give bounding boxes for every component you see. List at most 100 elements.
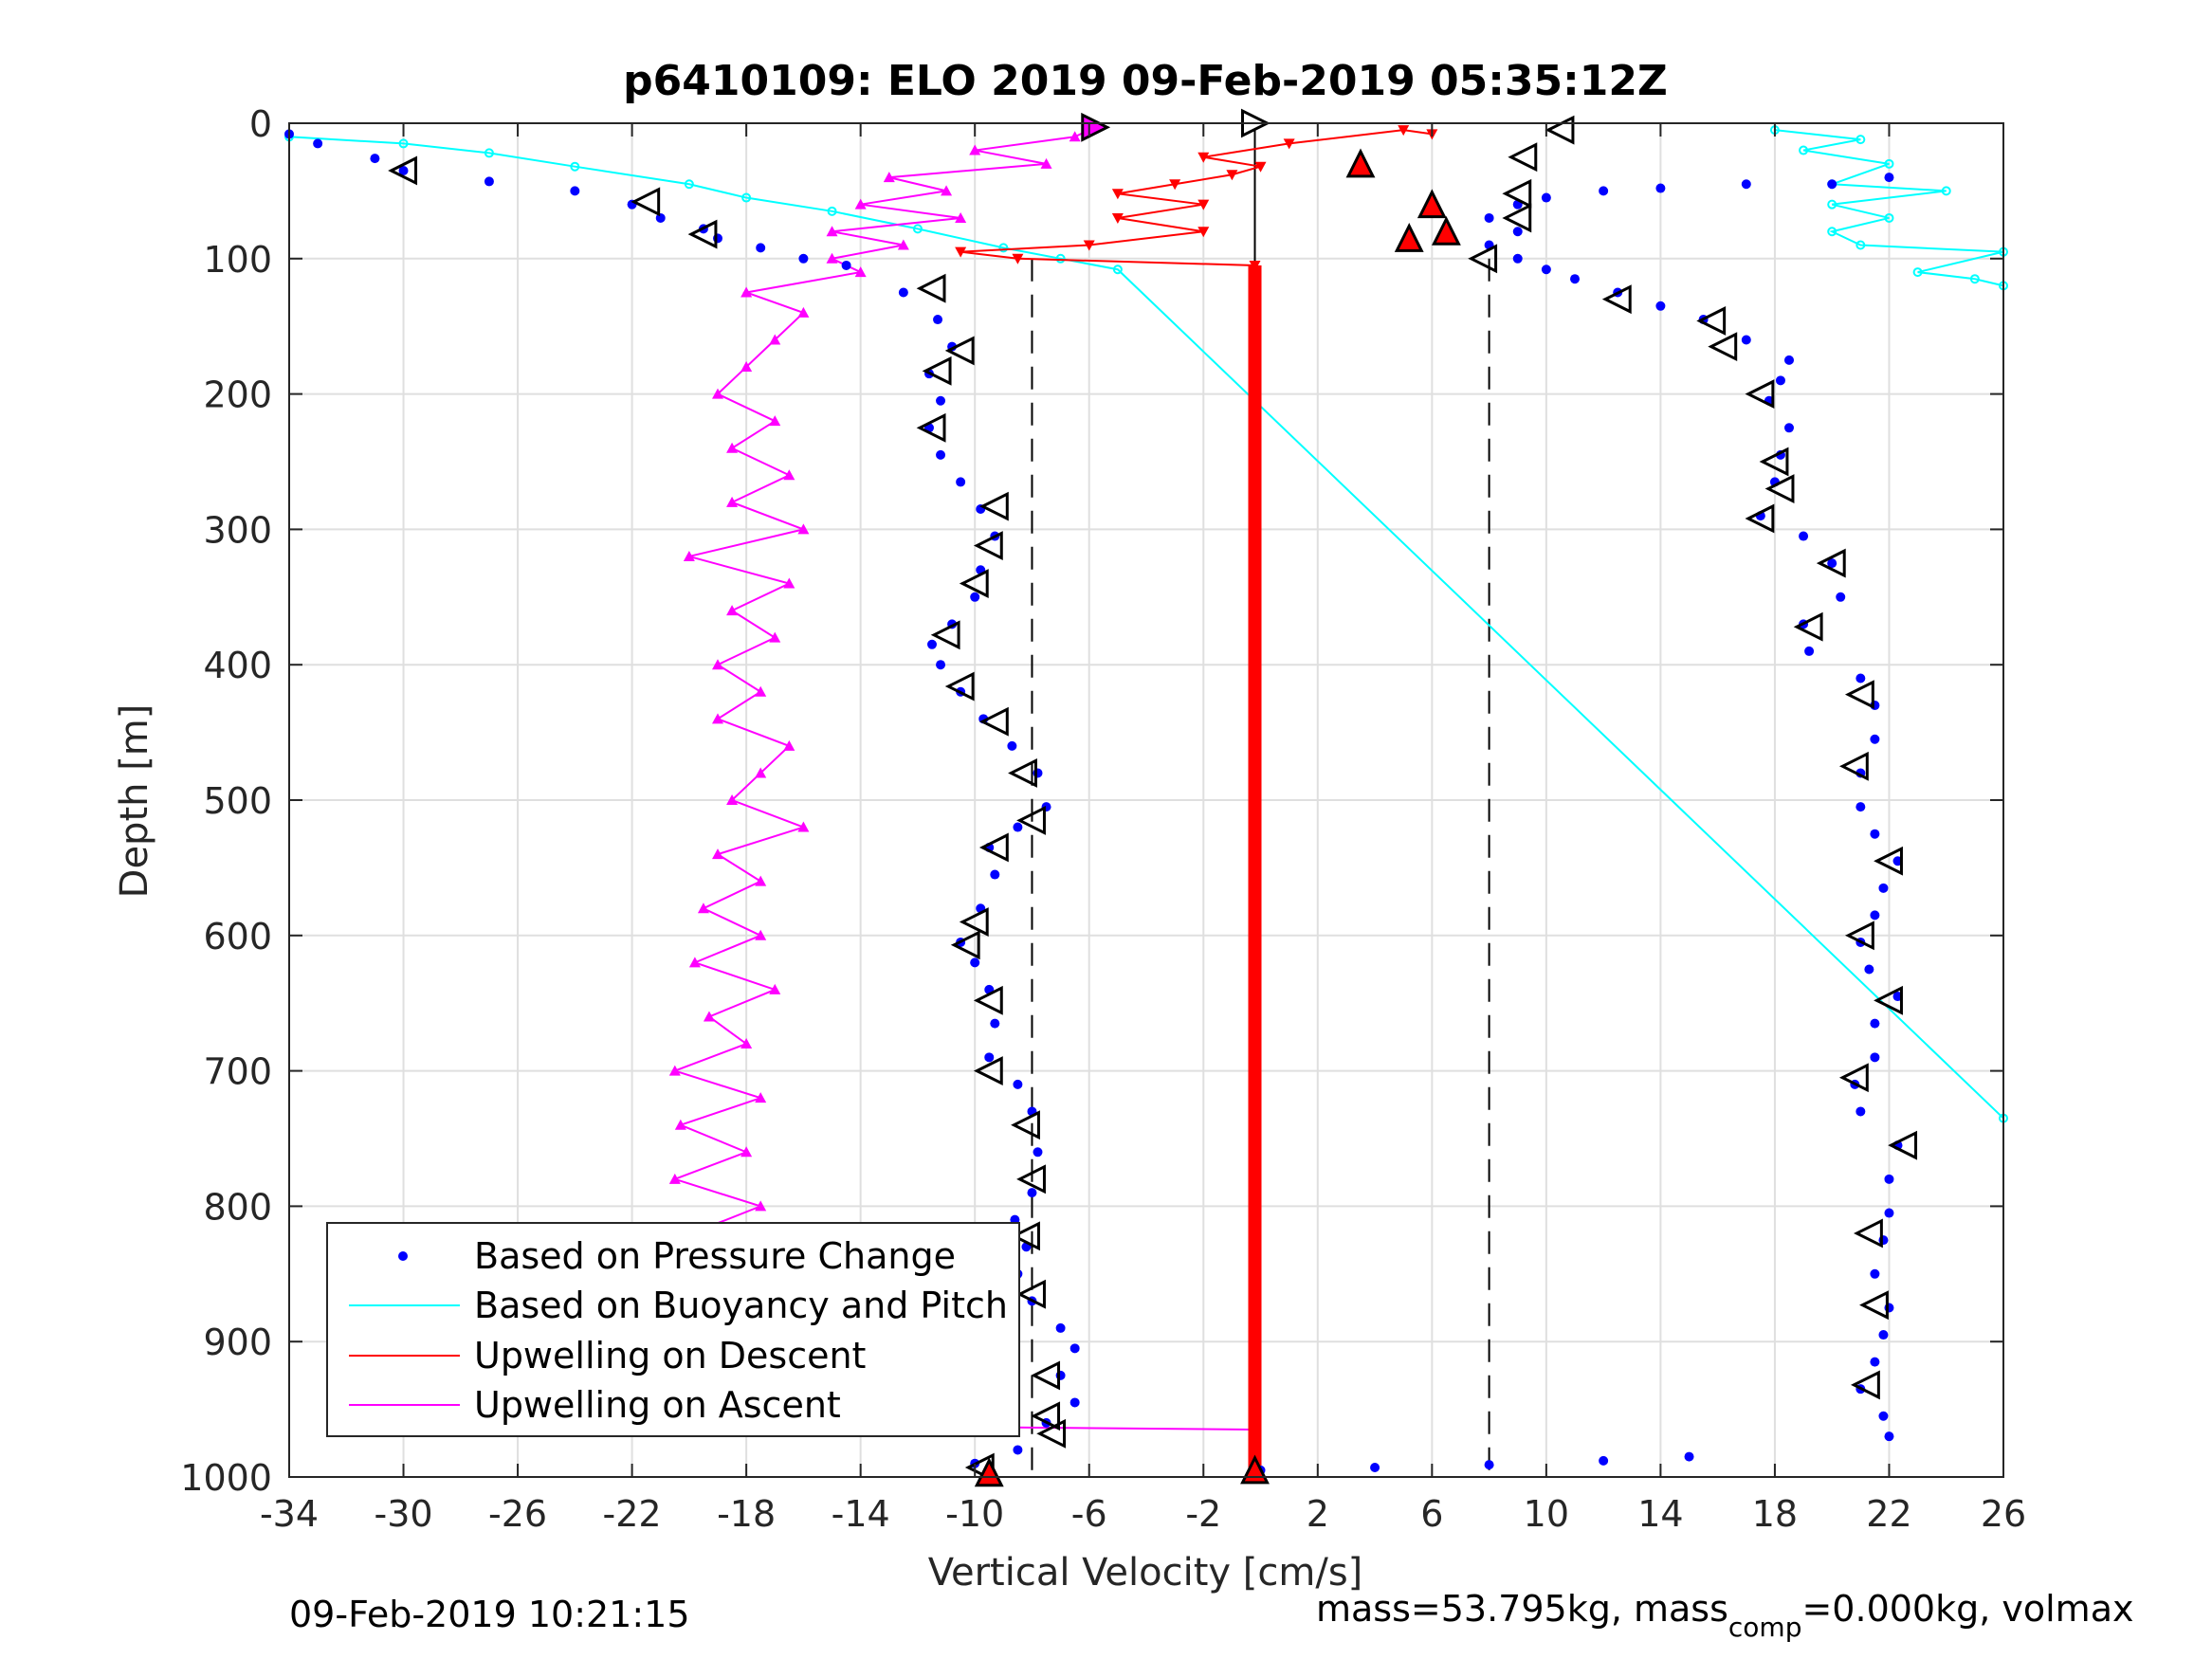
left-triangle-marker	[1011, 1110, 1040, 1140]
ascent-point	[755, 929, 767, 940]
left-triangle-marker	[1696, 306, 1727, 336]
left-triangle-marker	[973, 531, 1003, 560]
descent-point	[1197, 227, 1210, 238]
pressure-point	[1884, 1431, 1894, 1442]
pressure-point	[1512, 227, 1523, 237]
triangle-markers	[388, 108, 1918, 1487]
pressure-point	[1684, 1451, 1694, 1462]
buoyancy-point	[684, 179, 694, 190]
ascent-point	[854, 266, 867, 278]
left-triangle-marker	[944, 671, 975, 702]
left-triangle-marker	[944, 336, 975, 366]
left-triangle-marker	[1708, 332, 1738, 362]
left-triangle-marker	[930, 620, 960, 650]
pressure-point	[570, 186, 580, 196]
pressure-point	[1027, 1188, 1037, 1198]
buoyancy-point	[1856, 135, 1866, 145]
ascent-point	[769, 983, 781, 994]
pressure-point	[1069, 1397, 1080, 1408]
pressure-point	[1836, 592, 1846, 602]
ascent-point	[688, 957, 701, 968]
ascent-point	[712, 659, 723, 670]
y-tick-label: 500	[203, 780, 272, 822]
pressure-point	[956, 477, 966, 487]
pressure-point	[1884, 173, 1894, 183]
ascent-point	[674, 1119, 686, 1130]
pressure-point	[1878, 883, 1889, 893]
pressure-point	[1784, 423, 1794, 433]
ascent-point	[697, 902, 709, 914]
pressure-point	[1870, 1052, 1880, 1063]
buoyancy-point	[1941, 186, 1951, 196]
legend-entry-ascent: Upwelling on Ascent	[349, 1384, 841, 1426]
ascent-point	[726, 496, 739, 507]
left-triangle-marker	[950, 930, 980, 960]
x-axis-label: Vertical Velocity [cm/s]	[928, 1551, 1363, 1595]
footer-mass-part1: mass=53.795kg, mass	[1316, 1588, 1728, 1630]
pressure-point	[970, 592, 980, 602]
descent-point	[1254, 161, 1267, 173]
pressure-point	[1013, 822, 1023, 832]
left-triangle-marker	[1816, 548, 1846, 578]
ascent-point	[703, 1011, 715, 1022]
ascent-point	[941, 185, 953, 196]
up-triangle-marker	[1345, 148, 1376, 178]
y-tick-label: 400	[203, 645, 272, 686]
pressure-point	[1055, 1322, 1066, 1333]
pressure-point	[484, 176, 494, 187]
pressure-point	[370, 154, 380, 164]
left-triangle-marker	[978, 706, 1009, 737]
left-triangle-marker	[1851, 1370, 1880, 1400]
ascent-point	[755, 1092, 767, 1103]
x-tick-label: -18	[717, 1493, 776, 1535]
x-tick-label: -34	[260, 1493, 319, 1535]
pressure-point	[1013, 1445, 1023, 1455]
left-triangle-marker	[978, 832, 1009, 863]
legend-label-ascent: Upwelling on Ascent	[474, 1384, 841, 1426]
descent-point	[1197, 199, 1210, 210]
pressure-point	[1570, 274, 1580, 284]
ascent-point	[755, 875, 767, 886]
ascent-point	[783, 739, 795, 751]
left-triangle-marker	[1036, 1418, 1067, 1449]
descent-point	[1226, 170, 1238, 181]
left-triangle-marker	[1745, 379, 1775, 410]
left-triangle-marker	[1502, 203, 1532, 233]
buoyancy-point	[1112, 264, 1123, 275]
left-triangle-marker	[1759, 447, 1789, 477]
ascent-point	[797, 523, 810, 535]
left-triangle-marker	[1874, 985, 1903, 1015]
ascent-point	[740, 286, 753, 298]
ascent-point	[683, 550, 695, 561]
pressure-point	[1884, 1174, 1894, 1184]
x-tick-label: 22	[1866, 1493, 1911, 1535]
pressure-point	[936, 660, 946, 670]
descent-point	[1012, 253, 1024, 264]
left-triangle-marker	[1844, 680, 1874, 710]
ascent-point	[668, 1173, 681, 1184]
pressure-point	[990, 869, 1000, 880]
y-tick-label: 600	[203, 916, 272, 957]
pressure-point	[655, 212, 666, 223]
buoyancy-point	[1055, 253, 1066, 264]
left-triangle-marker	[978, 491, 1009, 521]
y-tick-label: 200	[203, 374, 272, 416]
y-tick-label: 800	[203, 1186, 272, 1228]
x-tick-label: 14	[1637, 1493, 1683, 1535]
left-triangle-marker	[1793, 611, 1823, 642]
descent-point	[1249, 260, 1261, 271]
y-tick-label: 700	[203, 1051, 272, 1093]
reference-lines	[1031, 123, 1490, 1477]
ascent-point	[740, 361, 753, 373]
pressure-point	[1884, 1208, 1894, 1218]
pressure-point	[1484, 1460, 1494, 1470]
x-tick-label: 6	[1420, 1493, 1443, 1535]
pressure-point	[1878, 1411, 1889, 1421]
pressure-point	[898, 287, 908, 298]
buoyancy-point	[1969, 274, 1980, 284]
pressure-point	[1370, 1463, 1380, 1473]
left-triangle-marker	[1011, 1221, 1040, 1251]
x-tick-label: 18	[1752, 1493, 1798, 1535]
footer-mass-text: mass=53.795kg, masscomp=0.000kg, volmax	[1316, 1588, 2133, 1643]
